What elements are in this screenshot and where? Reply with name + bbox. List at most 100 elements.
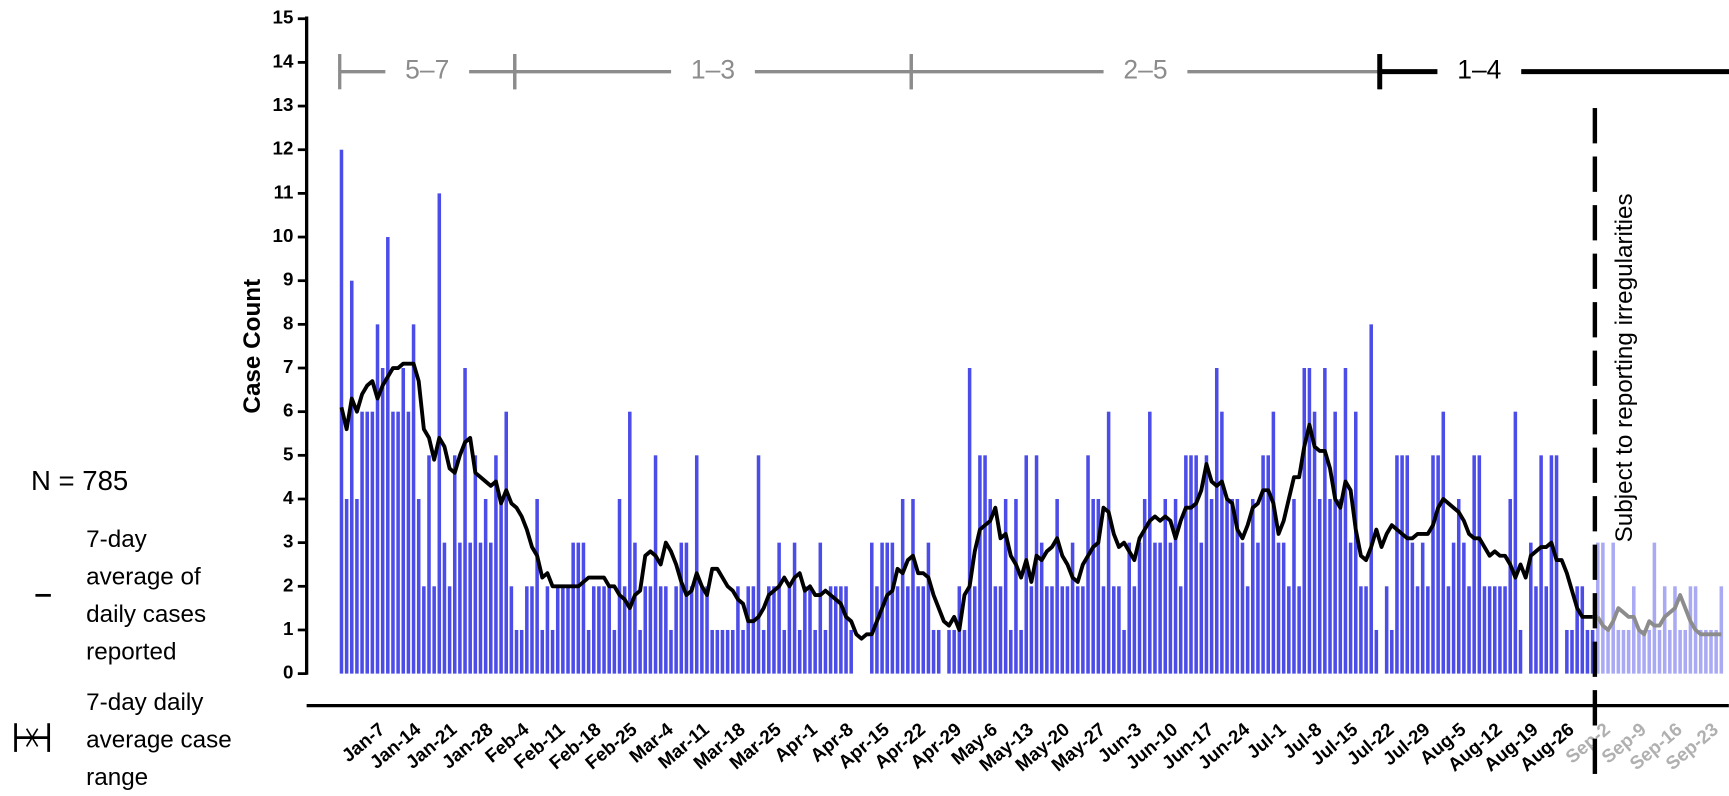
bar: [1050, 586, 1054, 674]
bar: [1122, 629, 1126, 674]
bar: [504, 411, 508, 674]
y-tick-label: 10: [273, 225, 294, 246]
bar: [782, 629, 787, 674]
bar: [1554, 455, 1559, 674]
bar: [1132, 586, 1137, 674]
bar: [1688, 586, 1693, 674]
bar: [658, 586, 663, 674]
bar: [1626, 629, 1631, 674]
bar: [725, 629, 730, 674]
bar: [478, 542, 483, 674]
bar: [751, 586, 756, 674]
bar: [679, 542, 684, 674]
bar: [489, 542, 493, 674]
bar: [906, 586, 910, 674]
bar: [1297, 586, 1301, 674]
range: 1–4: [1377, 54, 1729, 90]
bar: [885, 542, 889, 674]
bar: [900, 498, 905, 674]
bar: [787, 586, 792, 674]
bar: [494, 455, 498, 674]
bar: [756, 455, 761, 674]
bar: [1065, 586, 1070, 674]
bar: [545, 586, 550, 674]
bar: [1719, 586, 1724, 674]
bar: [1575, 586, 1579, 674]
bar: [355, 498, 359, 674]
range-label: 1–3: [691, 55, 735, 85]
bar: [1539, 455, 1543, 674]
range-label: 1–4: [1457, 55, 1501, 85]
y-tick-label: 4: [283, 487, 294, 508]
bar: [442, 542, 447, 674]
bar: [1395, 455, 1399, 674]
bar: [1637, 629, 1641, 674]
bar: [555, 586, 560, 674]
bar: [792, 542, 797, 674]
bar: [1173, 498, 1178, 674]
bar: [767, 586, 771, 674]
bar: [1585, 629, 1590, 674]
bar: [1261, 455, 1265, 674]
bar: [988, 498, 992, 674]
bar: [890, 542, 895, 674]
bar: [926, 542, 931, 674]
bar: [633, 542, 637, 674]
bar: [1462, 542, 1466, 674]
bar: [741, 629, 745, 674]
bar: [1549, 455, 1554, 674]
bar: [1498, 586, 1502, 674]
bar: [746, 586, 750, 674]
bar: [586, 629, 591, 674]
bar: [463, 368, 467, 674]
bar: [401, 368, 406, 674]
bar: [648, 586, 653, 674]
bar: [1482, 586, 1487, 674]
bar: [602, 586, 606, 674]
bar: [736, 586, 740, 674]
y-tick-label: 5: [283, 443, 293, 464]
bar: [411, 324, 416, 674]
bar: [669, 629, 673, 674]
bar: [797, 629, 802, 674]
bar: [509, 586, 514, 674]
legend-range-box: 7-day daily average case range: [86, 688, 232, 791]
bar: [643, 586, 648, 674]
bar: [1240, 542, 1245, 674]
bar: [519, 629, 524, 674]
bar: [921, 586, 926, 674]
bar: [1673, 586, 1677, 674]
bar: [1194, 455, 1198, 674]
bar: [818, 542, 823, 674]
bar: [1595, 542, 1600, 674]
bar: [849, 629, 853, 674]
bar: [597, 586, 601, 674]
bar: [1158, 542, 1162, 674]
bar: [715, 629, 720, 674]
bar: [576, 542, 581, 674]
bar: [1436, 455, 1440, 674]
bar: [993, 586, 998, 674]
y-tick-label: 14: [273, 50, 294, 71]
bar: [1245, 586, 1250, 674]
bar: [967, 368, 972, 674]
bar: [1353, 411, 1358, 674]
bar: [1565, 629, 1569, 674]
bar: [427, 455, 431, 674]
bar: [1657, 629, 1662, 674]
bar: [1086, 455, 1090, 674]
bar: [1662, 586, 1667, 674]
bar: [1091, 498, 1095, 674]
bar: [731, 629, 735, 674]
y-tick-label: 12: [273, 138, 294, 159]
bar: [1534, 586, 1538, 674]
bar: [1333, 411, 1337, 674]
bar: [1431, 455, 1435, 674]
bar: [916, 586, 920, 674]
bar: [1323, 368, 1327, 674]
bar: [720, 629, 725, 674]
bar: [1606, 629, 1610, 674]
y-axis-title: Case Count: [239, 279, 266, 414]
legend-line-box: 7-day average of daily cases reported: [86, 525, 206, 665]
bar: [761, 629, 766, 674]
